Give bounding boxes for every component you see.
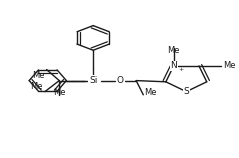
Text: Me: Me — [30, 82, 43, 91]
Text: +: + — [179, 67, 184, 72]
Text: S: S — [183, 87, 189, 96]
Text: Me: Me — [144, 88, 157, 97]
Text: Me: Me — [53, 88, 65, 97]
Text: Me: Me — [167, 46, 180, 55]
Text: N: N — [170, 61, 177, 70]
Text: O: O — [117, 76, 124, 85]
Text: Me: Me — [32, 70, 45, 79]
Text: Si: Si — [89, 76, 97, 85]
Text: Me: Me — [223, 61, 235, 70]
